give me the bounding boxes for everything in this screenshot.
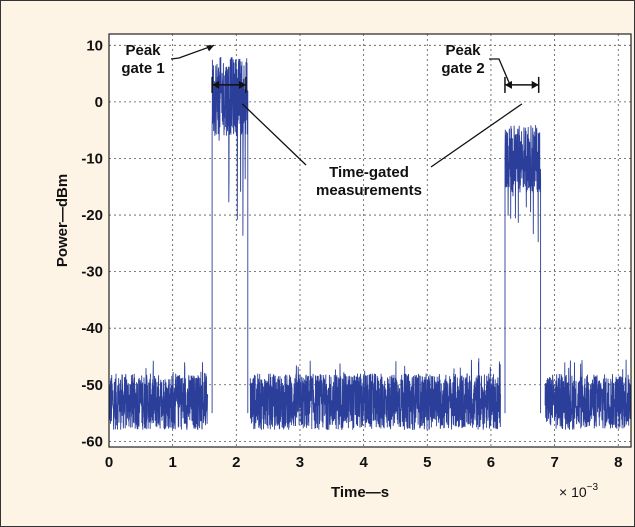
- x-tick-label: 0: [105, 454, 113, 471]
- gate-arrowhead-left: [212, 80, 220, 89]
- ticks: 0 1 2 3 4 5 6 7 8 10 0 -10 -20 -30 -40 -50 -60: [81, 37, 622, 471]
- annotation-peak-gate-2: gate 2: [441, 60, 484, 77]
- annotation-leader: [489, 58, 511, 86]
- annotation-peak-gate-1: gate 1: [121, 60, 164, 77]
- annotation-leader: [241, 103, 307, 166]
- gate-arrowhead-right: [531, 80, 539, 89]
- pulse-trace: [211, 56, 249, 414]
- y-axis-label: Power—dBm: [54, 174, 71, 267]
- x-tick-label: 1: [168, 454, 176, 471]
- noise-trace: [544, 359, 632, 430]
- x-scale-base: × 10: [559, 484, 587, 500]
- y-tick-label: -30: [81, 264, 103, 281]
- annotation-leader: [170, 44, 215, 60]
- annotation-time-gated: Time-gated: [329, 164, 409, 181]
- x-tick-label: 7: [550, 454, 558, 471]
- plot-border: [108, 33, 632, 448]
- annotation-peak-gate-2: Peak: [445, 42, 481, 59]
- gate-arrowhead-right: [238, 80, 246, 89]
- gate-arrowhead-left: [504, 80, 512, 89]
- y-tick-label: -10: [81, 150, 103, 167]
- noise-trace: [249, 358, 501, 430]
- noise-trace: [108, 360, 209, 430]
- x-tick-label: 6: [487, 454, 495, 471]
- y-tick-label: 0: [95, 94, 103, 111]
- y-tick-label: -50: [81, 377, 103, 394]
- annotation-time-gated: measurements: [316, 182, 422, 199]
- x-tick-label: 2: [232, 454, 240, 471]
- y-tick-label: -60: [81, 433, 103, 450]
- x-scale-label: × 10−3: [559, 482, 598, 500]
- pulse-trace: [504, 125, 542, 414]
- x-axis-label: Time—s: [331, 484, 389, 501]
- annotation-arrowhead: [206, 45, 215, 52]
- x-scale-exponent: −3: [587, 482, 599, 493]
- y-tick-label: -40: [81, 320, 103, 337]
- annotation-peak-gate-1: Peak: [125, 42, 161, 59]
- x-tick-label: 3: [296, 454, 304, 471]
- annotation-leader: [430, 103, 523, 168]
- x-tick-label: 8: [614, 454, 622, 471]
- signal-series: [108, 56, 632, 430]
- x-tick-label: 4: [359, 454, 368, 471]
- x-tick-label: 5: [423, 454, 431, 471]
- y-tick-label: -20: [81, 207, 103, 224]
- y-tick-label: 10: [86, 37, 103, 54]
